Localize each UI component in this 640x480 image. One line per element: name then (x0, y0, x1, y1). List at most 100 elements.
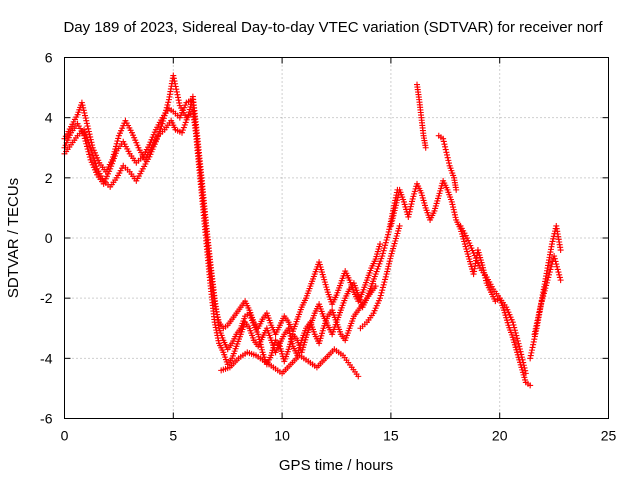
data-point (520, 359, 527, 366)
data-point (80, 104, 87, 111)
data-point (164, 101, 171, 108)
data-point (536, 306, 543, 313)
data-point (83, 117, 90, 124)
data-point (382, 273, 389, 280)
data-point (212, 306, 219, 313)
data-point (109, 156, 116, 163)
data-point (179, 127, 186, 134)
data-point (406, 208, 413, 215)
y-tick-label: 2 (45, 170, 53, 186)
data-point (84, 146, 91, 153)
data-point (522, 370, 529, 377)
data-point (115, 135, 122, 142)
data-point (159, 120, 166, 127)
data-point (258, 346, 265, 353)
data-point (453, 186, 460, 193)
data-point (382, 239, 389, 246)
data-point (393, 199, 400, 206)
data-point (182, 119, 189, 126)
data-point (535, 312, 542, 319)
data-point (536, 309, 543, 316)
data-point (396, 222, 403, 229)
data-point (163, 107, 170, 114)
data-point (550, 235, 557, 242)
x-tick-label: 0 (61, 428, 69, 444)
data-point (422, 144, 429, 151)
data-point (408, 201, 415, 208)
data-point (527, 382, 534, 389)
x-tick-label: 5 (169, 428, 177, 444)
data-point (92, 160, 99, 167)
data-point (548, 241, 555, 248)
data-point (530, 341, 537, 348)
data-point (394, 197, 401, 204)
data-point (515, 340, 522, 347)
data-point (551, 255, 558, 262)
data-point (258, 344, 265, 351)
data-point (160, 115, 167, 122)
data-point (382, 276, 389, 283)
data-point (538, 301, 545, 308)
data-point (87, 133, 94, 140)
chart-title: Day 189 of 2023, Sidereal Day-to-day VTE… (63, 19, 603, 36)
data-point (379, 284, 386, 291)
data-point (381, 245, 388, 252)
data-point (165, 99, 172, 106)
data-point (544, 277, 551, 284)
data-point (173, 88, 180, 95)
data-point (390, 212, 397, 219)
data-point (546, 271, 553, 278)
data-point (555, 269, 562, 276)
data-point (510, 321, 517, 328)
data-point (444, 151, 451, 158)
data-point (551, 253, 558, 260)
data-point (441, 141, 448, 148)
data-point (183, 116, 190, 123)
data-point (257, 341, 264, 348)
data-point (87, 136, 94, 143)
data-point (186, 109, 193, 116)
data-point (112, 146, 119, 153)
data-point (112, 143, 119, 150)
data-point (378, 255, 385, 262)
x-tick-label: 10 (274, 428, 290, 444)
data-point (443, 149, 450, 156)
data-point (377, 241, 384, 248)
data-point (391, 210, 398, 217)
data-point (85, 148, 92, 155)
data-point (114, 138, 121, 145)
data-point (548, 263, 555, 270)
data-point (522, 367, 529, 374)
data-point (86, 154, 93, 161)
data-point (80, 107, 87, 114)
data-point (388, 220, 395, 227)
data-point (547, 266, 554, 273)
data-point (513, 332, 520, 339)
data-point (377, 258, 384, 265)
data-point (211, 301, 218, 308)
data-point (533, 323, 540, 330)
data-point (382, 242, 389, 249)
data-point (533, 320, 540, 327)
data-point (543, 279, 550, 286)
data-point (440, 138, 447, 145)
data-point (517, 348, 524, 355)
data-point (375, 263, 382, 270)
data-point (85, 125, 92, 132)
data-point (163, 104, 170, 111)
data-point (379, 253, 386, 260)
y-tick-label: -4 (40, 350, 53, 366)
data-point (511, 324, 518, 331)
data-point (556, 271, 563, 278)
data-point (528, 349, 535, 356)
data-point (532, 328, 539, 335)
y-tick-label: 0 (45, 230, 53, 246)
data-point (85, 128, 92, 135)
data-point (445, 160, 452, 167)
x-tick-label: 25 (601, 428, 617, 444)
data-point (82, 131, 89, 138)
data-point (89, 142, 96, 149)
data-point (409, 198, 416, 205)
x-tick-label: 20 (492, 428, 508, 444)
